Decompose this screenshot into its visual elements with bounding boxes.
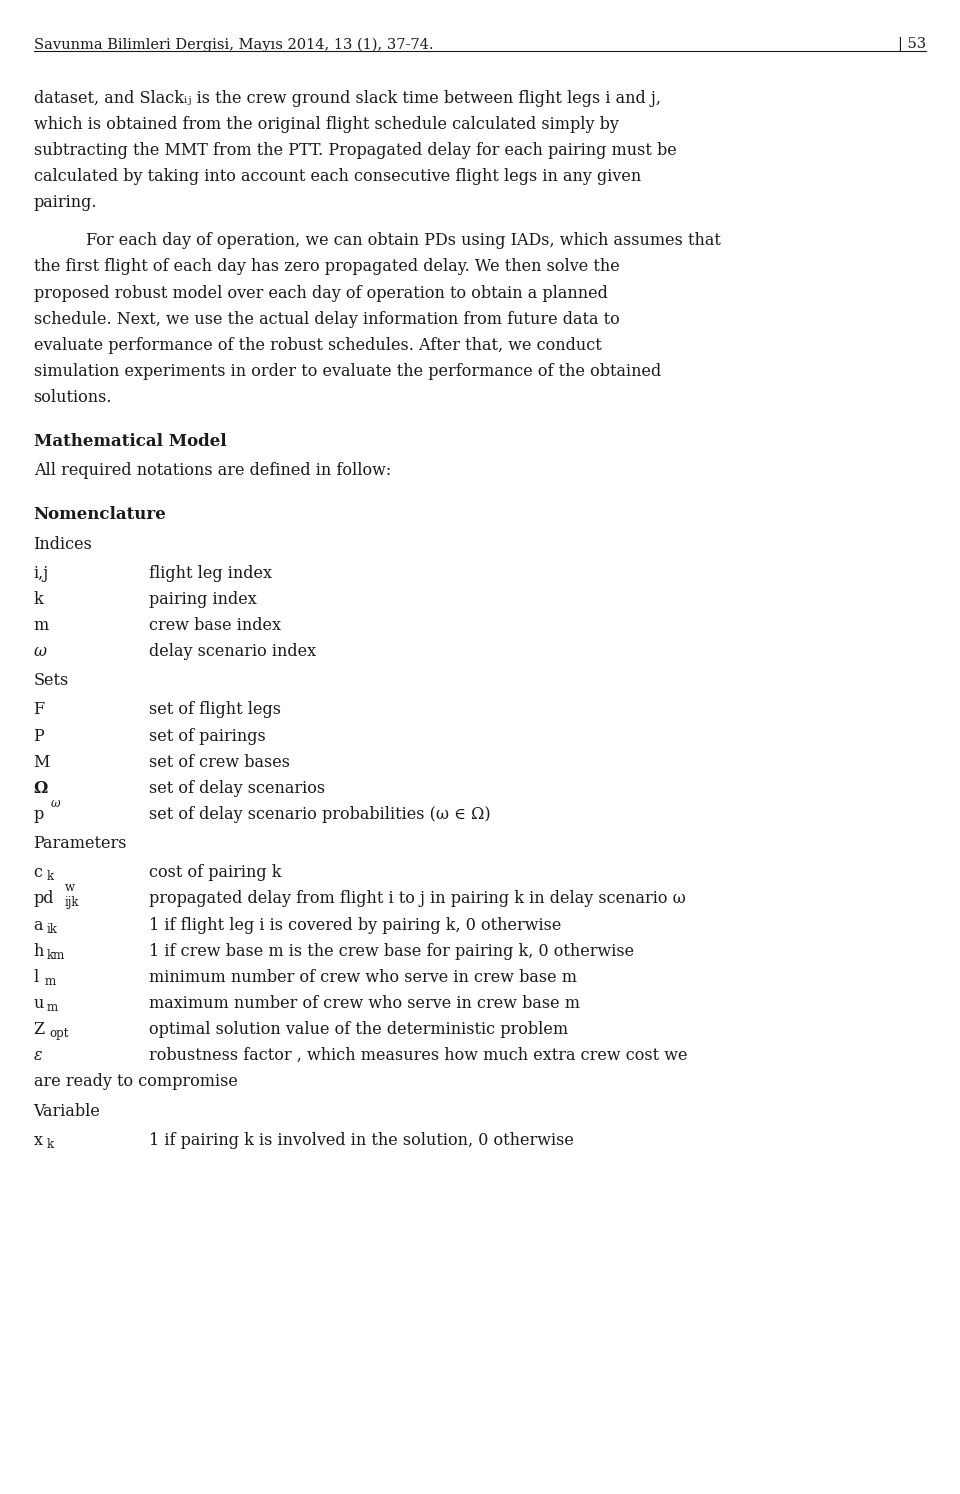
Text: M: M [34, 753, 50, 771]
Text: All required notations are defined in follow:: All required notations are defined in fo… [34, 462, 391, 480]
Text: proposed robust model over each day of operation to obtain a planned: proposed robust model over each day of o… [34, 284, 608, 302]
Text: flight leg index: flight leg index [149, 565, 272, 581]
Text: p: p [34, 805, 44, 823]
Text: solutions.: solutions. [34, 388, 112, 406]
Text: a: a [34, 916, 43, 934]
Text: cost of pairing k: cost of pairing k [149, 864, 281, 881]
Text: x: x [34, 1131, 42, 1149]
Text: i,j: i,j [34, 565, 49, 581]
Text: dataset, and Slackᵢⱼ is the crew ground slack time between flight legs i and j,: dataset, and Slackᵢⱼ is the crew ground … [34, 90, 660, 106]
Text: set of delay scenarios: set of delay scenarios [149, 780, 324, 796]
Text: 1 if flight leg i is covered by pairing k, 0 otherwise: 1 if flight leg i is covered by pairing … [149, 916, 562, 934]
Text: m: m [44, 974, 56, 988]
Text: ω: ω [51, 796, 60, 810]
Text: Sets: Sets [34, 672, 69, 689]
Text: k: k [34, 590, 43, 608]
Text: the first flight of each day has zero propagated delay. We then solve the: the first flight of each day has zero pr… [34, 258, 619, 275]
Text: set of crew bases: set of crew bases [149, 753, 290, 771]
Text: m: m [34, 617, 49, 633]
Text: ω: ω [34, 642, 47, 660]
Text: l: l [34, 968, 38, 986]
Text: simulation experiments in order to evaluate the performance of the obtained: simulation experiments in order to evalu… [34, 363, 660, 379]
Text: ijk: ijk [64, 896, 79, 910]
Text: subtracting the MMT from the PTT. Propagated delay for each pairing must be: subtracting the MMT from the PTT. Propag… [34, 142, 677, 158]
Text: delay scenario index: delay scenario index [149, 642, 316, 660]
Text: | 53: | 53 [899, 37, 926, 52]
Text: schedule. Next, we use the actual delay information from future data to: schedule. Next, we use the actual delay … [34, 311, 619, 327]
Text: crew base index: crew base index [149, 617, 280, 633]
Text: Z: Z [34, 1020, 45, 1038]
Text: set of delay scenario probabilities (ω ∈ Ω): set of delay scenario probabilities (ω ∈… [149, 805, 491, 823]
Text: are ready to compromise: are ready to compromise [34, 1073, 237, 1091]
Text: u: u [34, 995, 44, 1011]
Text: Parameters: Parameters [34, 835, 127, 852]
Text: h: h [34, 943, 44, 959]
Text: minimum number of crew who serve in crew base m: minimum number of crew who serve in crew… [149, 968, 577, 986]
Text: c: c [34, 864, 42, 881]
Text: km: km [47, 949, 65, 962]
Text: robustness factor , which measures how much extra crew cost we: robustness factor , which measures how m… [149, 1047, 687, 1064]
Text: ε: ε [34, 1047, 42, 1064]
Text: Ω: Ω [34, 780, 48, 796]
Text: set of flight legs: set of flight legs [149, 701, 280, 719]
Text: calculated by taking into account each consecutive flight legs in any given: calculated by taking into account each c… [34, 167, 641, 185]
Text: evaluate performance of the robust schedules. After that, we conduct: evaluate performance of the robust sched… [34, 336, 601, 354]
Text: For each day of operation, we can obtain PDs using IADs, which assumes that: For each day of operation, we can obtain… [86, 232, 721, 249]
Text: 1 if pairing k is involved in the solution, 0 otherwise: 1 if pairing k is involved in the soluti… [149, 1131, 574, 1149]
Text: P: P [34, 728, 44, 744]
Text: w: w [64, 881, 74, 895]
Text: pd: pd [34, 890, 54, 907]
Text: pairing index: pairing index [149, 590, 256, 608]
Text: Indices: Indices [34, 535, 92, 553]
Text: m: m [47, 1001, 59, 1014]
Text: Nomenclature: Nomenclature [34, 506, 166, 523]
Text: which is obtained from the original flight schedule calculated simply by: which is obtained from the original flig… [34, 117, 618, 133]
Text: F: F [34, 701, 45, 719]
Text: set of pairings: set of pairings [149, 728, 266, 744]
Text: 1 if crew base m is the crew base for pairing k, 0 otherwise: 1 if crew base m is the crew base for pa… [149, 943, 634, 959]
Text: ik: ik [47, 922, 58, 935]
Text: opt: opt [49, 1026, 68, 1040]
Text: pairing.: pairing. [34, 194, 97, 211]
Text: Variable: Variable [34, 1103, 101, 1119]
Text: propagated delay from flight i to j in pairing k in delay scenario ω: propagated delay from flight i to j in p… [149, 890, 685, 907]
Text: k: k [47, 870, 54, 883]
Text: Savunma Bilimleri Dergisi, Mayıs 2014, 13 (1), 37-74.: Savunma Bilimleri Dergisi, Mayıs 2014, 1… [34, 37, 433, 52]
Text: optimal solution value of the deterministic problem: optimal solution value of the determinis… [149, 1020, 568, 1038]
Text: maximum number of crew who serve in crew base m: maximum number of crew who serve in crew… [149, 995, 580, 1011]
Text: k: k [47, 1137, 54, 1150]
Text: Mathematical Model: Mathematical Model [34, 433, 227, 450]
